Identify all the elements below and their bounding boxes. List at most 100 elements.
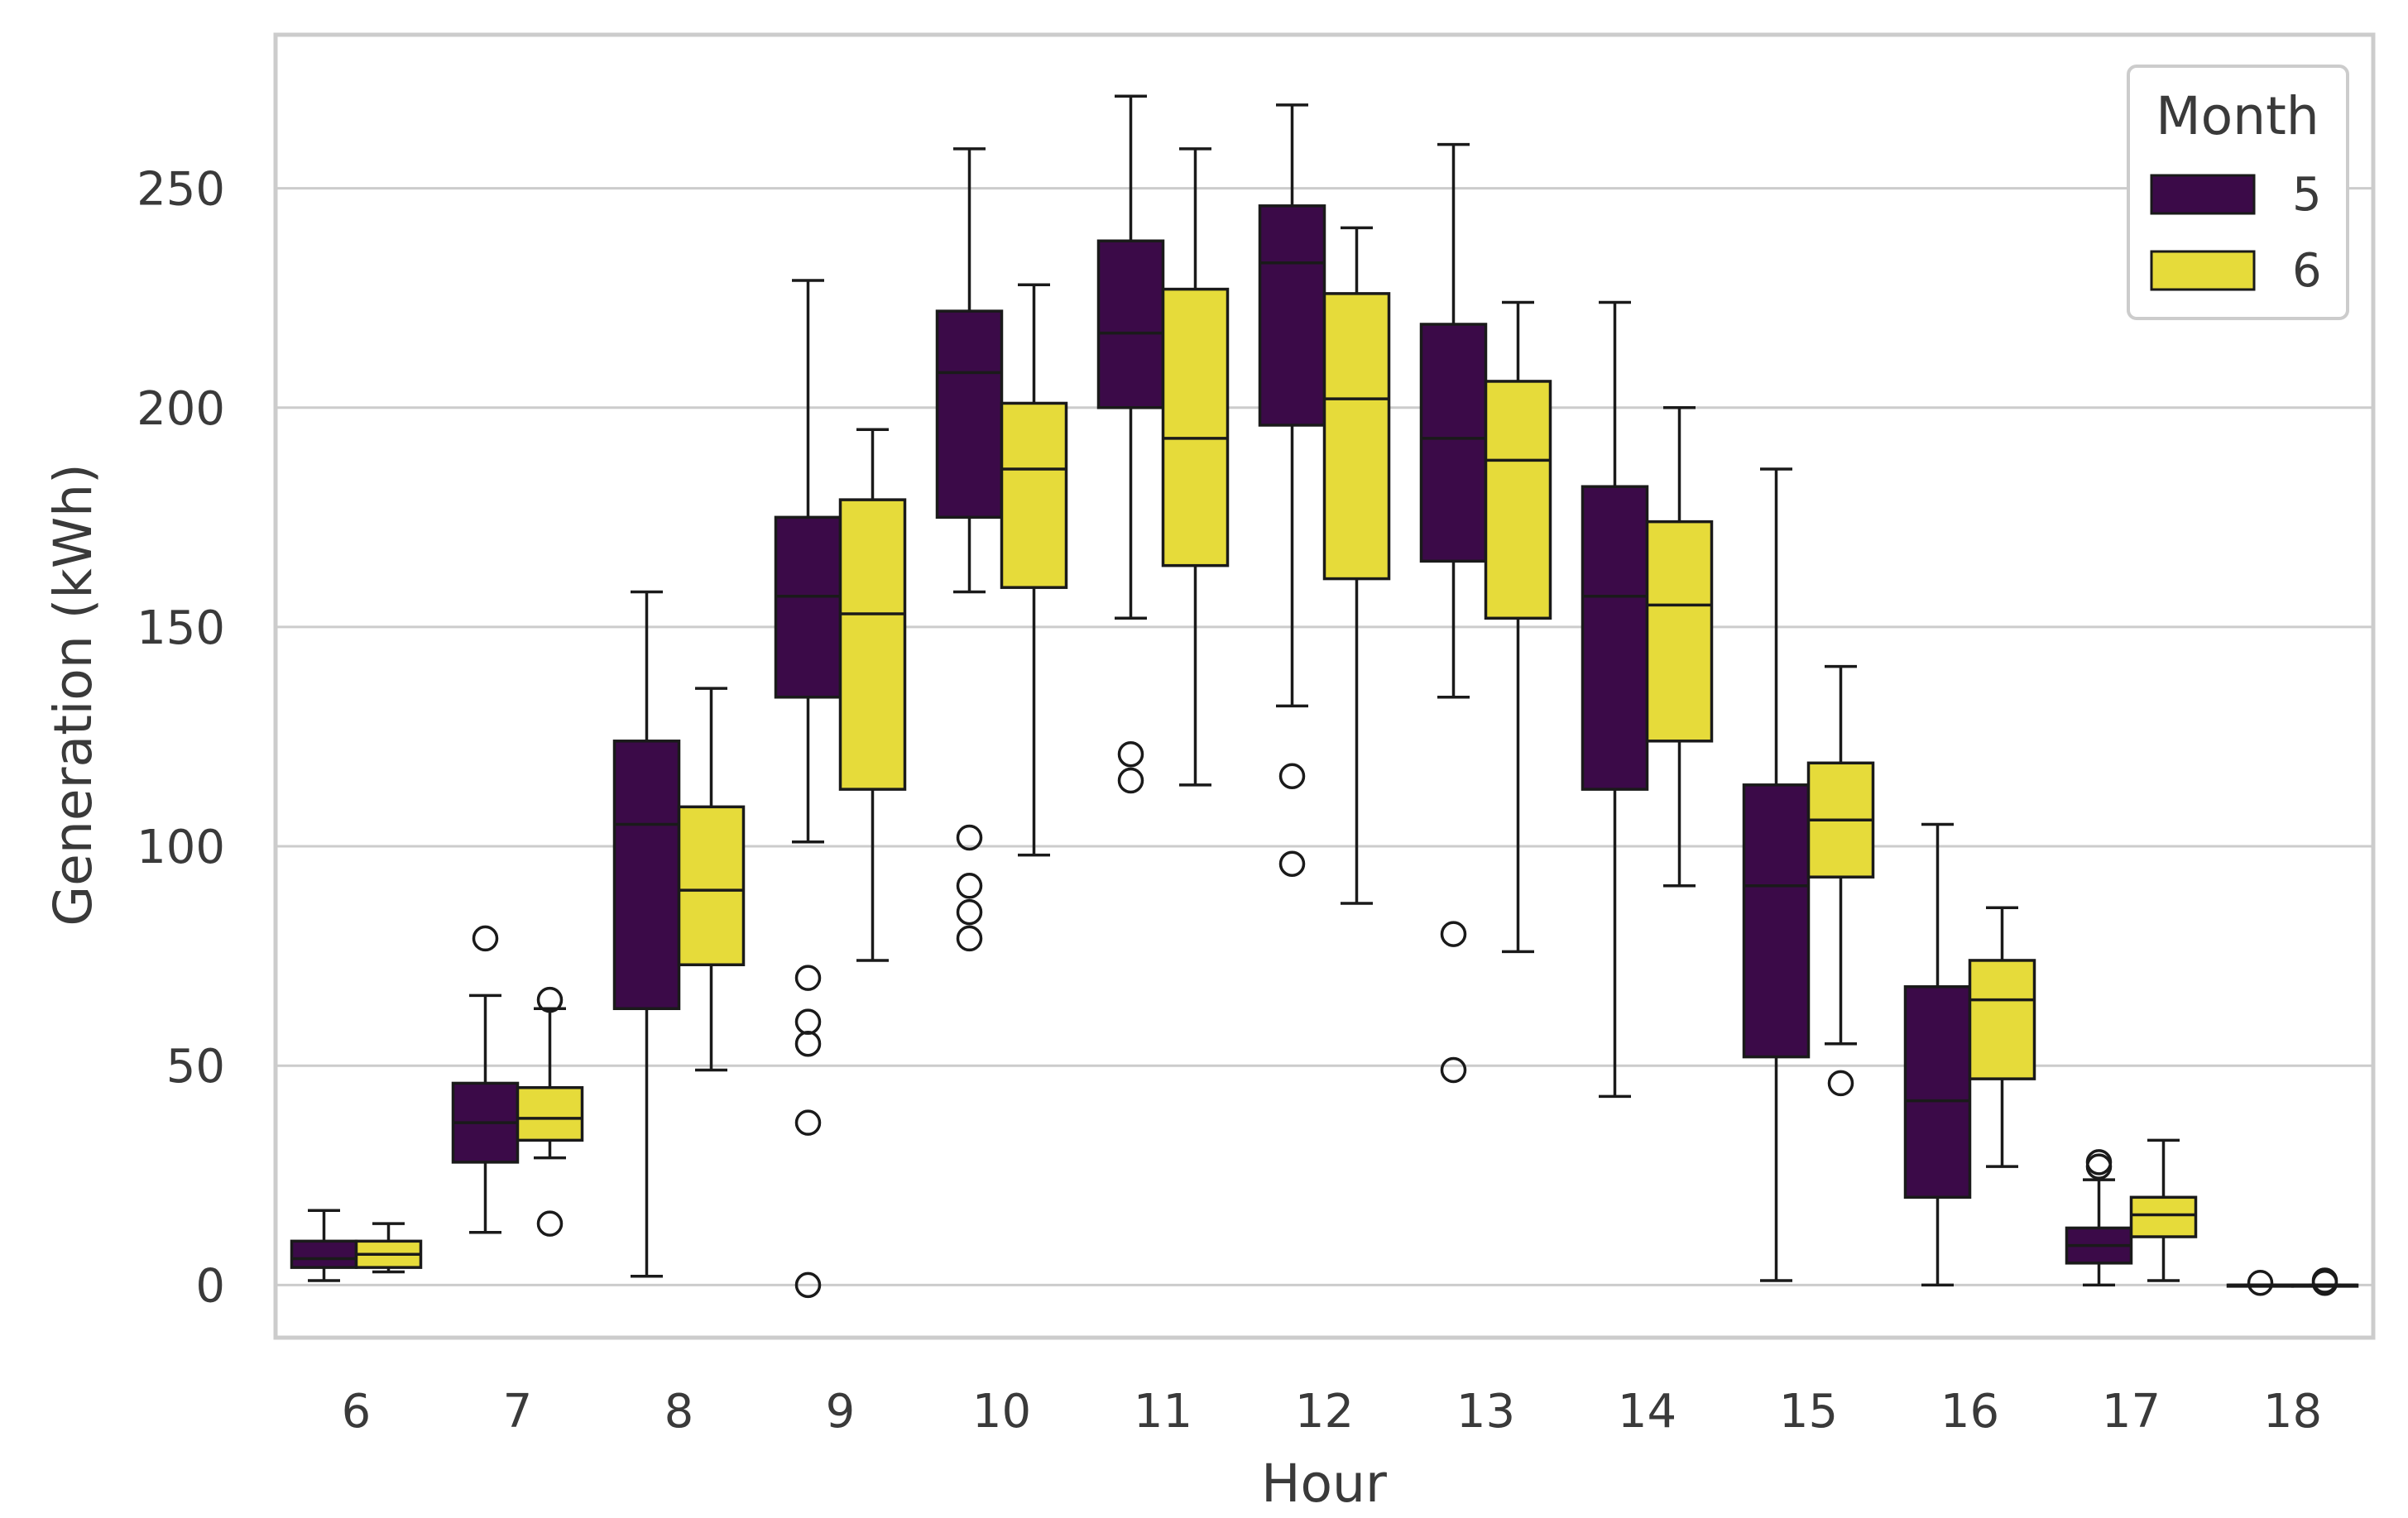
box-iqr <box>1419 323 1488 563</box>
box-hour-14 <box>1645 406 1714 888</box>
x-tick-label: 10 <box>972 1385 1031 1439</box>
outlier-point <box>956 925 983 952</box>
box-iqr <box>1903 985 1972 1200</box>
outlier-point <box>794 1271 822 1299</box>
legend-label: 5 <box>2292 168 2322 222</box>
plot-frame <box>273 32 2376 1340</box>
legend-title: Month <box>2156 86 2319 146</box>
y-tick-label: 250 <box>137 163 225 217</box>
box-iqr <box>1645 520 1714 743</box>
outlier-point <box>2247 1269 2274 1296</box>
box-hour-7 <box>516 986 584 1237</box>
outlier-point <box>472 925 499 952</box>
x-tick-label: 11 <box>1134 1385 1192 1439</box>
outlier-point <box>536 1210 564 1237</box>
box-hour-8 <box>677 687 746 1072</box>
box-hour-11 <box>1096 94 1165 794</box>
legend-swatch <box>2150 174 2256 215</box>
y-tick-label: 200 <box>137 382 225 436</box>
outlier-point <box>1278 763 1306 789</box>
legend-label: 6 <box>2292 244 2322 298</box>
x-tick-label: 15 <box>1779 1385 1838 1439</box>
outlier-point <box>956 824 983 851</box>
outlier-point <box>794 1030 822 1057</box>
box-hour-9 <box>774 279 842 1299</box>
x-tick-label: 14 <box>1618 1385 1676 1439</box>
box-iqr <box>1968 959 2036 1080</box>
outlier-point <box>1440 921 1467 947</box>
box-hour-15 <box>1742 467 1811 1282</box>
y-axis-label: Generation (kWh) <box>43 463 103 926</box>
x-tick-label: 18 <box>2263 1385 2322 1439</box>
box-hour-13 <box>1484 300 1552 954</box>
box-hour-15 <box>1806 664 1875 1097</box>
box-hour-6 <box>354 1222 423 1274</box>
y-tick-label: 150 <box>137 601 225 655</box>
box-hour-17 <box>2065 1149 2133 1287</box>
y-gridlines <box>276 187 2373 1286</box>
box-hour-16 <box>1968 906 2036 1168</box>
y-tick-label: 100 <box>137 821 225 874</box>
outlier-point <box>2085 1153 2113 1180</box>
box-hour-16 <box>1903 822 1972 1287</box>
box-hour-14 <box>1581 300 1649 1099</box>
box-iqr <box>677 805 746 966</box>
y-tick-label: 0 <box>195 1259 225 1313</box>
box-hour-17 <box>2129 1138 2198 1282</box>
x-tick-label: 8 <box>664 1385 694 1439</box>
legend-item-month-5: 5 <box>2150 168 2322 222</box>
x-tick-label: 7 <box>503 1385 533 1439</box>
box-iqr <box>1484 380 1552 620</box>
box-iqr <box>1742 783 1811 1059</box>
legend-items: 56 <box>2150 168 2322 298</box>
x-tick-label: 6 <box>342 1385 372 1439</box>
box-iqr <box>1000 401 1068 589</box>
series-month-5 <box>290 94 2295 1299</box>
x-tick-label: 12 <box>1295 1385 1354 1439</box>
x-tick-label: 17 <box>2102 1385 2161 1439</box>
box-hour-11 <box>1161 147 1230 787</box>
outlier-point <box>536 986 564 1013</box>
box-iqr <box>838 498 907 791</box>
outlier-point <box>794 1109 822 1136</box>
outlier-point <box>956 898 983 926</box>
box-iqr <box>612 740 681 1011</box>
legend: Month 56 <box>2127 65 2349 320</box>
series-month-6 <box>354 147 2359 1296</box>
box-series <box>290 94 2359 1299</box>
outlier-point <box>1440 1056 1467 1084</box>
y-tick-label: 50 <box>166 1040 225 1094</box>
x-tick-label: 9 <box>826 1385 856 1439</box>
outlier-point <box>794 965 822 991</box>
box-iqr <box>1258 204 1326 427</box>
x-axis-label: Hour <box>1261 1453 1387 1514</box>
box-iqr <box>774 515 842 699</box>
box-hour-18 <box>2290 1267 2359 1296</box>
box-hour-10 <box>1000 283 1068 857</box>
box-iqr <box>1096 239 1165 409</box>
x-tick-label: 16 <box>1940 1385 1999 1439</box>
x-tick-labels: 6 7 8 9 10 11 12 13 14 15 16 17 18 <box>342 1385 2322 1439</box>
box-hour-12 <box>1322 226 1391 905</box>
box-iqr <box>1161 287 1230 567</box>
box-iqr <box>1322 292 1391 581</box>
outlier-point <box>1117 767 1144 794</box>
box-hour-18 <box>2226 1269 2295 1296</box>
outlier-point <box>1827 1070 1854 1097</box>
box-hour-6 <box>290 1209 358 1282</box>
outlier-point <box>1278 850 1306 878</box>
box-iqr <box>1581 485 1649 791</box>
legend-swatch <box>2150 250 2256 291</box>
outlier-point <box>2311 1269 2338 1296</box>
box-hour-9 <box>838 428 907 962</box>
box-iqr <box>516 1085 584 1142</box>
outlier-point <box>956 873 983 899</box>
x-tick-label: 13 <box>1456 1385 1515 1439</box>
box-iqr <box>935 309 1004 520</box>
box-iqr <box>290 1239 358 1269</box>
box-hour-13 <box>1419 142 1488 1084</box>
box-iqr <box>2129 1195 2198 1238</box>
outlier-point <box>1117 740 1144 768</box>
